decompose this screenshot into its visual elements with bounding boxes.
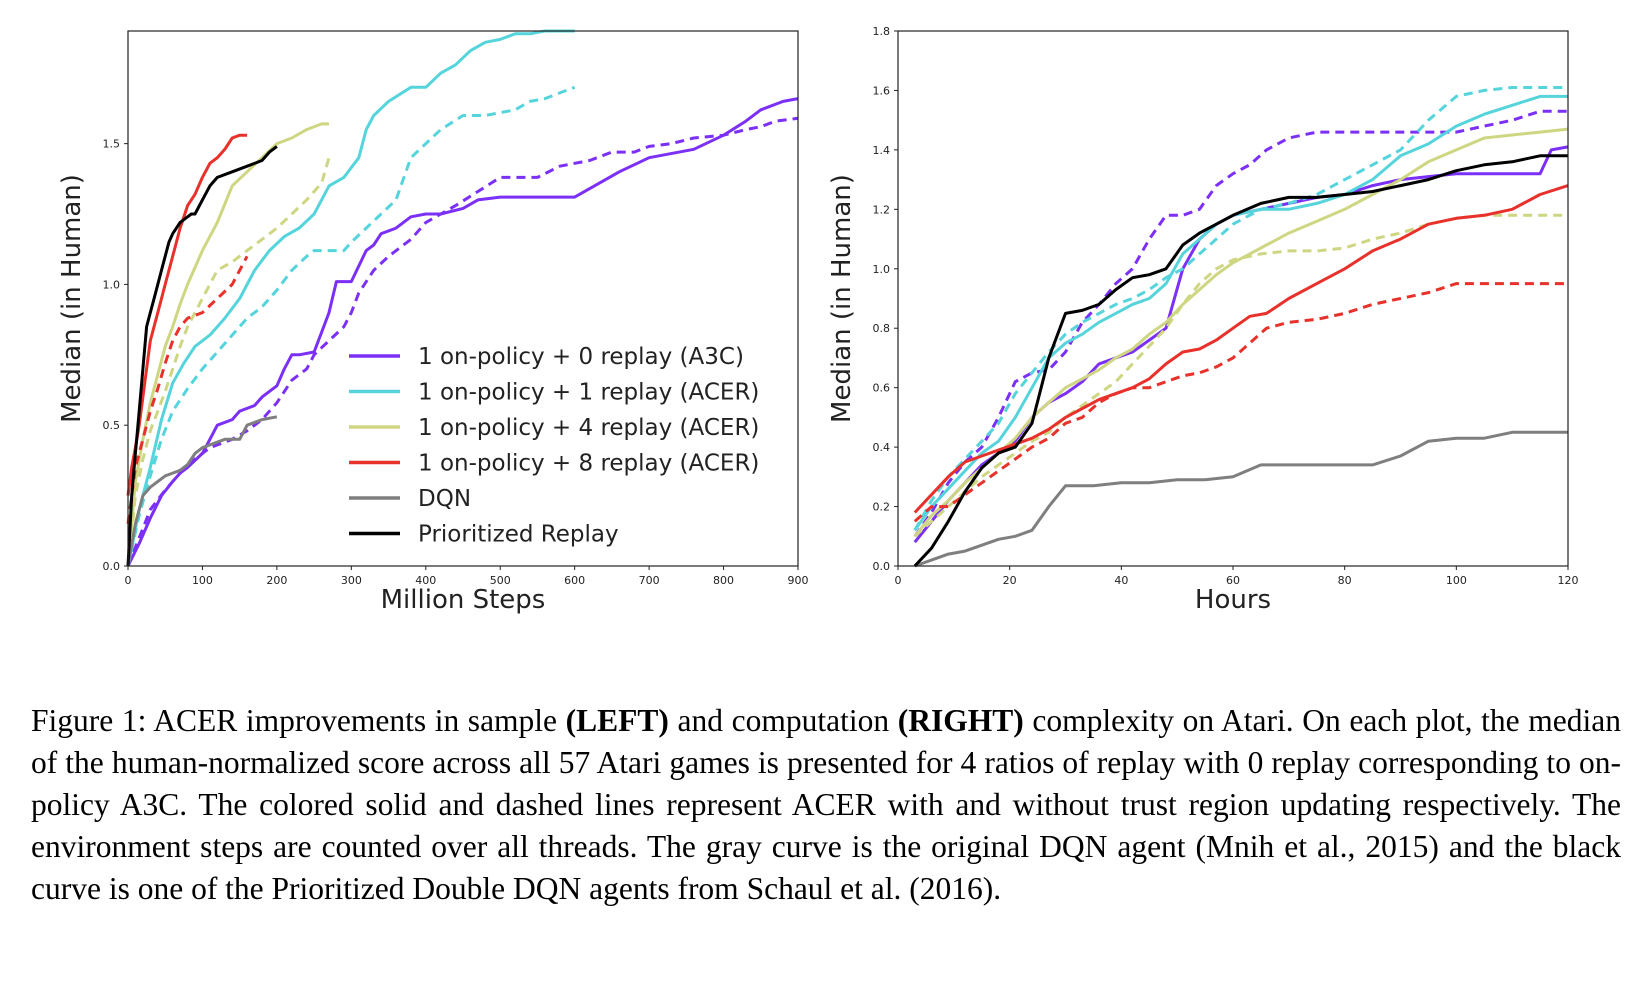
x-tick-label: 120 — [1558, 574, 1579, 587]
series-line-0 — [126, 97, 799, 567]
x-tick-label: 500 — [490, 574, 511, 587]
series-line-2 — [913, 94, 1568, 532]
chart-panel-left: 0 100 200 300 400 500 600 700 800 900 0.0 0.5 1.0 1.5… — [57, 29, 809, 615]
series-line-9 — [126, 145, 278, 567]
y-tick-label: 1.8 — [873, 25, 891, 38]
y-tick-label: 1.0 — [103, 278, 121, 291]
plot-frame — [127, 30, 799, 567]
series-line-dashed-1 — [126, 116, 799, 567]
x-axis-title: Hours — [1195, 585, 1271, 615]
caption-left-tag: (LEFT) — [565, 703, 669, 738]
x-tick-label: 0 — [125, 574, 132, 587]
figure-caption: Figure 1: ACER improvements in sample (L… — [31, 700, 1621, 910]
series-line-dashed-3 — [126, 85, 576, 567]
x-tick-label: 40 — [1114, 574, 1128, 587]
y-tick-label: 0.6 — [873, 382, 891, 395]
caption-part1: Figure 1: ACER improvements in sample — [31, 703, 566, 738]
series-line-4 — [913, 127, 1569, 538]
legend-label: Prioritized Replay — [418, 522, 619, 548]
caption-part3: complexity on Atari. On each plot, the m… — [31, 703, 1621, 906]
figure: 0 100 200 300 400 500 600 700 800 9000.00.51.01.5… — [57, 25, 1579, 615]
caption-right-tag: (RIGHT) — [897, 703, 1024, 738]
series-line-dashed-5 — [126, 157, 331, 567]
x-tick-label: 100 — [1446, 574, 1467, 587]
series-line-8 — [126, 415, 278, 567]
chart-panel-right: 0 20 40 60 80 100 120 0.0 0.2 0.4 0.6 0.8 1.0 1.2 1.4 1… — [827, 25, 1579, 615]
x-tick-label: 300 — [341, 574, 362, 587]
series-line-9 — [913, 154, 1568, 568]
x-axis-title: Million Steps — [381, 585, 546, 615]
series-line-4 — [126, 122, 329, 567]
series-line-dashed-5 — [913, 213, 1568, 538]
legend-label: DQN — [418, 486, 471, 512]
legend-label: 1 on-policy + 4 replay (ACER) — [418, 415, 759, 441]
x-tick-label: 600 — [564, 574, 585, 587]
series-line-6 — [913, 184, 1569, 514]
x-tick-label: 200 — [266, 574, 287, 587]
x-tick-label: 700 — [639, 574, 660, 587]
series-line-8 — [914, 430, 1568, 568]
series-line-dashed-3 — [913, 86, 1568, 532]
y-tick-label: 1.6 — [873, 84, 891, 97]
y-tick-label: 1.2 — [873, 203, 891, 216]
y-tick-label: 1.5 — [103, 138, 121, 151]
y-tick-label: 0.2 — [873, 501, 891, 514]
series-line-dashed-7 — [913, 282, 1568, 523]
series-line-2 — [126, 29, 575, 567]
y-tick-label: 0.0 — [103, 560, 121, 573]
x-tick-label: 80 — [1338, 574, 1352, 587]
x-tick-label: 400 — [415, 574, 436, 587]
legend-label: 1 on-policy + 0 replay (A3C) — [418, 344, 744, 370]
caption-part2: and computation — [668, 703, 898, 738]
plot-frame — [897, 30, 1569, 567]
y-axis-title: Median (in Human) — [57, 174, 87, 423]
x-tick-label: 0 — [895, 574, 902, 587]
legend: 1 on-policy + 0 replay (A3C) 1 on-policy … — [349, 344, 759, 548]
x-tick-label: 900 — [788, 574, 809, 587]
series-line-dashed-7 — [126, 255, 249, 524]
x-tick-label: 60 — [1226, 574, 1240, 587]
x-tick-label: 20 — [1003, 574, 1017, 587]
y-tick-label: 0.5 — [103, 419, 121, 432]
y-tick-label: 0.0 — [873, 560, 891, 573]
y-tick-label: 1.0 — [873, 263, 891, 276]
y-tick-label: 1.4 — [873, 144, 891, 157]
legend-label: 1 on-policy + 8 replay (ACER) — [418, 451, 759, 477]
series-line-0 — [913, 145, 1569, 544]
legend-label: 1 on-policy + 1 replay (ACER) — [418, 380, 759, 406]
y-axis-title: Median (in Human) — [827, 174, 857, 423]
x-tick-label: 100 — [192, 574, 213, 587]
y-tick-label: 0.8 — [873, 322, 891, 335]
x-tick-label: 800 — [713, 574, 734, 587]
y-tick-label: 0.4 — [873, 441, 891, 454]
